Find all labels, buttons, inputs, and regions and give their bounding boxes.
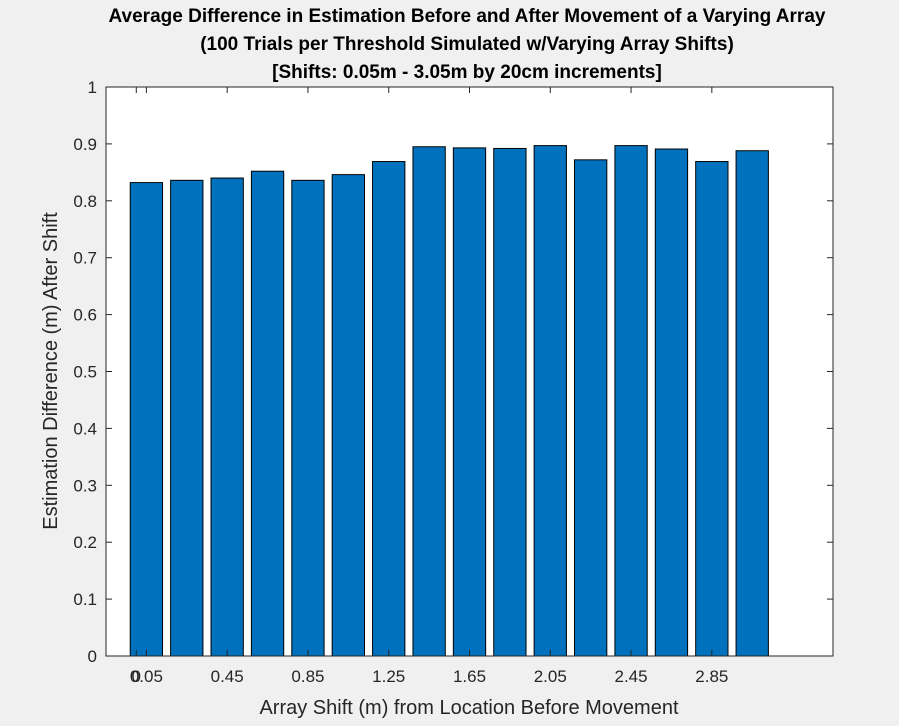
y-tick-label: 1	[88, 78, 97, 97]
bar	[574, 159, 608, 657]
bar	[695, 161, 729, 657]
bar	[170, 179, 204, 657]
bar	[372, 161, 406, 657]
bar	[735, 150, 769, 657]
x-tick-label: 2.05	[534, 667, 567, 686]
x-tick-label: 1.25	[372, 667, 405, 686]
chart-title-line-2: (100 Trials per Threshold Simulated w/Va…	[200, 34, 734, 55]
bars	[129, 145, 769, 657]
x-tick-label: 0.45	[211, 667, 244, 686]
bar	[129, 182, 164, 657]
x-tick-label: 0.05	[130, 667, 163, 686]
bar	[331, 174, 365, 657]
y-tick-label: 0.7	[73, 249, 97, 268]
y-axis: 0 0.1 0.2 0.3 0.4 0.5 0.6 0.7 0.8 0.9 1	[73, 78, 833, 666]
bar	[291, 179, 325, 657]
bar	[210, 177, 244, 657]
x-tick-label: 0.85	[291, 667, 324, 686]
y-tick-label: 0.4	[73, 419, 97, 438]
y-tick-label: 0.6	[73, 306, 97, 325]
bar	[614, 145, 648, 657]
x-tick-label: 0	[132, 667, 141, 686]
bar	[452, 147, 487, 657]
chart-title: Average Difference in Estimation Before …	[109, 6, 826, 83]
bar	[654, 148, 689, 657]
y-axis-label: Estimation Difference (m) After Shift	[40, 212, 62, 530]
bar	[493, 147, 527, 657]
bar	[412, 146, 446, 657]
y-tick-label: 0	[88, 647, 97, 666]
y-tick-label: 0.8	[73, 192, 97, 211]
y-tick-label: 0.9	[73, 135, 97, 154]
x-tick-label: 2.45	[615, 667, 648, 686]
bar	[533, 145, 567, 657]
y-tick-label: 0.1	[73, 590, 97, 609]
x-tick-label: 2.85	[695, 667, 728, 686]
y-tick-label: 0.3	[73, 476, 97, 495]
y-tick-label: 0.2	[73, 533, 97, 552]
chart-title-line-1: Average Difference in Estimation Before …	[109, 6, 826, 27]
x-axis-label: Array Shift (m) from Location Before Mov…	[259, 697, 678, 719]
x-tick-label: 1.65	[453, 667, 486, 686]
bar	[250, 170, 285, 657]
y-tick-label: 0.5	[73, 363, 97, 382]
x-axis: 00.05 0.45 0.85 1.25 1.65 2.05 2.45 2.85	[130, 87, 728, 686]
chart-title-line-3: [Shifts: 0.05m - 3.05m by 20cm increment…	[272, 62, 662, 83]
